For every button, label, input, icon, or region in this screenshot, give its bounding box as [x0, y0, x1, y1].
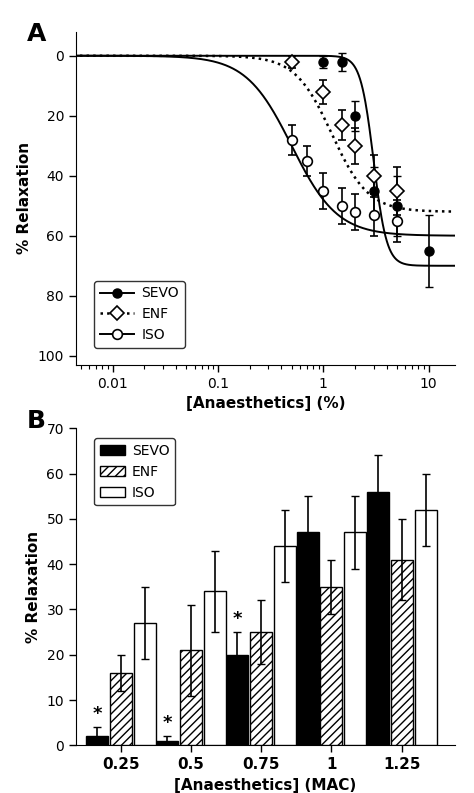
Bar: [344, 532, 366, 745]
Bar: [134, 623, 155, 745]
Bar: [250, 632, 272, 745]
Text: *: *: [163, 714, 172, 732]
Y-axis label: % Relaxation: % Relaxation: [17, 142, 32, 255]
Bar: [180, 650, 202, 745]
Bar: [320, 587, 342, 745]
Bar: [227, 655, 248, 745]
Bar: [204, 592, 226, 745]
X-axis label: [Anaesthetics] (MAC): [Anaesthetics] (MAC): [174, 778, 356, 793]
Bar: [297, 532, 319, 745]
X-axis label: [Anaesthetics] (%): [Anaesthetics] (%): [186, 396, 345, 411]
Legend: SEVO, ENF, ISO: SEVO, ENF, ISO: [94, 281, 184, 348]
Text: A: A: [27, 21, 46, 46]
Bar: [110, 673, 132, 745]
Bar: [86, 737, 108, 745]
Text: *: *: [233, 610, 242, 627]
Bar: [156, 741, 178, 745]
Y-axis label: % Relaxation: % Relaxation: [26, 531, 41, 643]
Bar: [391, 560, 413, 745]
Legend: SEVO, ENF, ISO: SEVO, ENF, ISO: [94, 439, 175, 505]
Bar: [274, 546, 296, 745]
Bar: [415, 510, 437, 745]
Bar: [367, 492, 389, 745]
Text: *: *: [92, 705, 101, 722]
Text: B: B: [27, 409, 46, 433]
